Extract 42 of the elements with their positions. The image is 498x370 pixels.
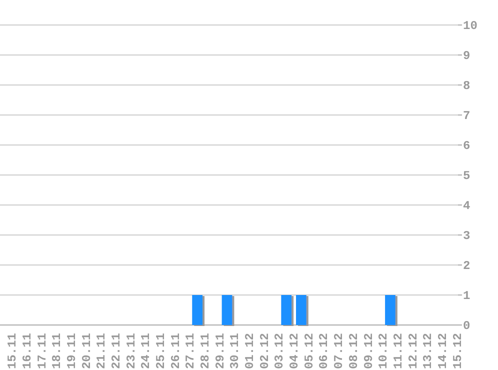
x-tick-label: 14.12 [436,333,450,370]
y-tick-label: 3 [463,229,470,244]
y-tick-label: 10 [463,19,478,34]
x-tick-label: 20.11 [80,333,94,370]
x-tick-label: 29.11 [213,333,228,370]
x-tick-label: 22.11 [109,333,124,370]
x-tick-label: 25.11 [154,333,168,370]
x-tick-label: 10.12 [376,333,391,370]
y-tick-label: 9 [463,49,470,64]
y-tick-label: 1 [463,289,470,304]
y-tick-label: 5 [463,169,470,184]
x-tick-label: 15.11 [6,333,20,370]
y-tick-label: 2 [463,259,470,274]
x-tick-label: 30.11 [228,333,242,370]
x-tick-label: 27.11 [184,333,198,370]
x-tick-label: 18.11 [50,333,64,370]
x-tick-label: 04.12 [288,333,302,370]
x-tick-label: 01.12 [243,333,258,370]
x-tick-label: 05.12 [302,333,316,370]
x-tick-label: 21.11 [94,333,109,370]
x-tick-label: 08.12 [346,333,361,370]
x-tick-label: 09.12 [362,333,376,370]
y-tick-label: 7 [463,109,470,124]
y-tick-label: 0 [463,319,470,334]
x-tick-label: 12.12 [406,333,420,370]
x-tick-label: 28.11 [198,333,213,370]
x-tick-label: 26.11 [168,333,183,370]
x-tick-label: 19.11 [64,333,79,370]
x-tick-label: 03.12 [272,333,287,370]
y-tick-label: 8 [463,79,470,94]
x-tick-label: 23.11 [124,333,138,370]
x-tick-label: 07.12 [332,333,346,370]
x-tick-label: 15.12 [450,333,465,370]
x-tick-label: 16.11 [20,333,34,370]
x-tick-label: 06.12 [317,333,332,370]
x-tick-label: 11.12 [391,333,406,370]
x-tick-label: 13.12 [421,333,436,370]
x-tick-label: 17.11 [35,333,50,370]
x-tick-label: 02.12 [258,333,272,370]
y-tick-label: 4 [463,199,470,214]
x-tick-label: 24.11 [139,333,154,370]
y-tick-label: 6 [463,139,470,154]
